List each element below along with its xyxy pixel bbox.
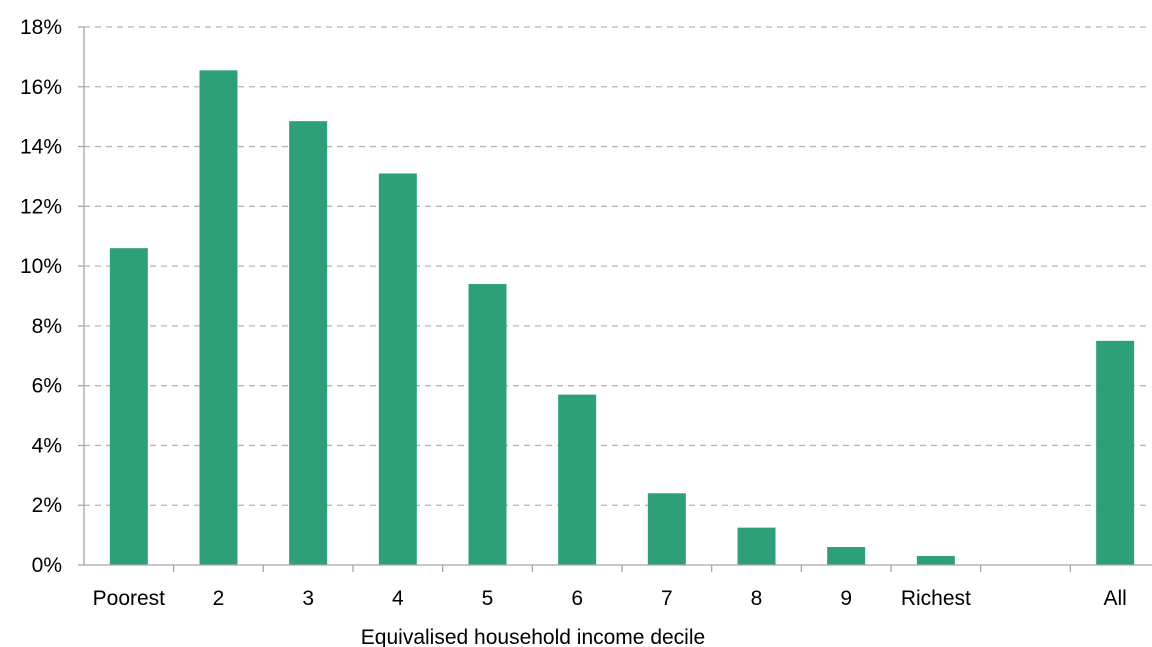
bar-4 [378, 173, 417, 565]
x-tick-label-richest: Richest [901, 587, 971, 610]
y-tick-label-4: 4% [32, 434, 62, 457]
bar-richest [916, 556, 955, 565]
bar-all [1096, 340, 1135, 565]
y-tick-label-14: 14% [20, 136, 62, 159]
y-tick-label-18: 18% [20, 16, 62, 39]
bar-poorest [109, 248, 148, 565]
x-tick-label-8: 8 [751, 587, 763, 610]
y-tick-label-6: 6% [32, 375, 62, 398]
y-tick-labels: 0% 2% 4% 6% 8% 10% 12% 14% 16% 18% [20, 16, 62, 577]
x-tick-label-all: All [1103, 587, 1126, 610]
x-tick-label-4: 4 [392, 587, 404, 610]
bars [109, 70, 1135, 566]
y-tick-label-12: 12% [20, 195, 62, 218]
x-tick-label-3: 3 [302, 587, 314, 610]
x-tick-label-7: 7 [661, 587, 673, 610]
axes [78, 26, 1152, 572]
y-tick-label-16: 16% [20, 76, 62, 99]
x-axis-title: Equivalised household income decile [361, 626, 705, 647]
y-tick-label-0: 0% [32, 554, 62, 577]
bar-3 [289, 121, 328, 566]
x-tick-label-6: 6 [571, 587, 583, 610]
bar-7 [647, 493, 686, 565]
x-tick-label-2: 2 [213, 587, 225, 610]
x-tick-label-5: 5 [482, 587, 494, 610]
x-tick-labels: Poorest 2 3 4 5 6 7 8 9 Richest All [93, 587, 1127, 610]
bar-9 [827, 547, 866, 565]
y-tick-label-2: 2% [32, 494, 62, 517]
gridlines [84, 26, 1150, 506]
bar-2 [199, 70, 238, 565]
bar-6 [558, 394, 597, 565]
bar-5 [468, 284, 507, 565]
y-tick-label-8: 8% [32, 315, 62, 338]
x-tick-label-poorest: Poorest [93, 587, 166, 610]
bar-8 [737, 527, 776, 565]
y-tick-label-10: 10% [20, 255, 62, 278]
x-tick-label-9: 9 [840, 587, 852, 610]
